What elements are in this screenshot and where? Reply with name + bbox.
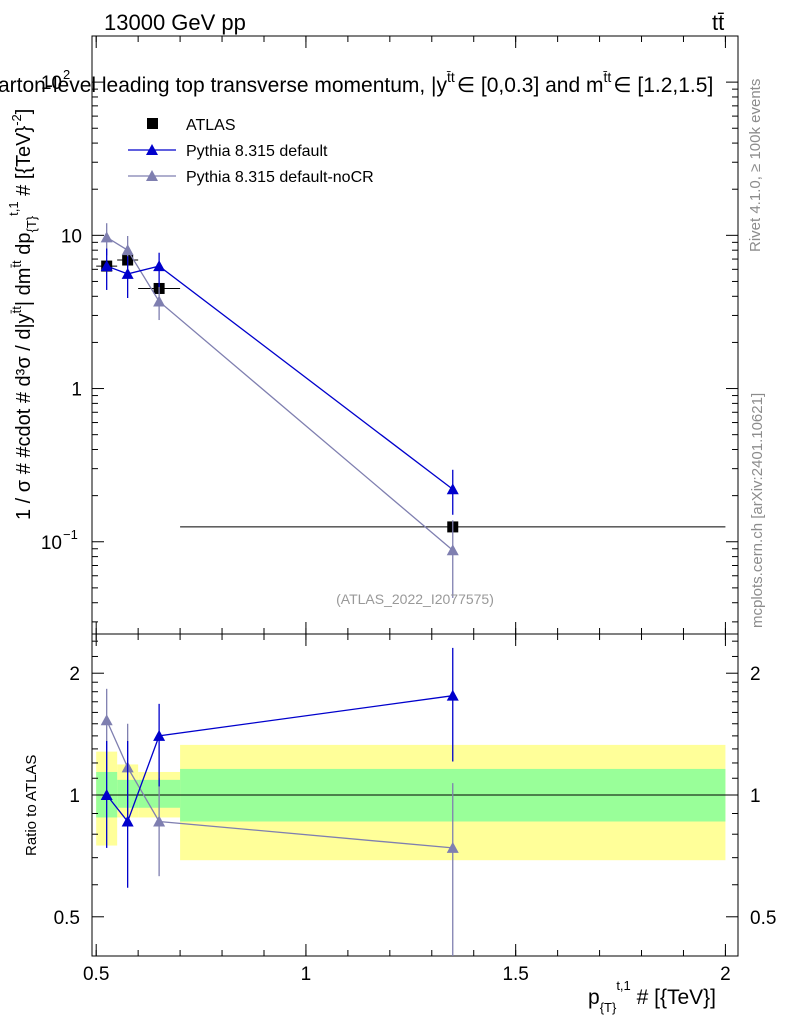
nocr-ratio-point xyxy=(100,714,113,726)
main-y-axis-label: 1 / σ # #cdot # d³σ / d|yt̄t| dmt̄t dp{T… xyxy=(6,109,39,520)
legend-nocr-label: Pythia 8.315 default-noCR xyxy=(186,169,374,186)
legend-atlas-label: ATLAS xyxy=(186,117,236,134)
nocr-ratio-point xyxy=(446,841,459,853)
main-y-tick-label: 10 xyxy=(61,226,82,247)
nocr-point xyxy=(121,244,134,256)
nocr-point xyxy=(100,231,113,243)
legend-default-label: Pythia 8.315 default xyxy=(186,143,328,160)
energy-label: 13000 GeV pp xyxy=(104,10,246,35)
default-line xyxy=(106,265,454,490)
nocr-point xyxy=(153,295,166,307)
ratio-y-tick-label: 0.5 xyxy=(54,908,80,929)
ratio-y-tick-label-right: 0.5 xyxy=(750,908,776,929)
main-y-tick-label: 10 xyxy=(41,533,62,554)
x-tick-label: 2 xyxy=(720,964,731,985)
legend-nocr-marker xyxy=(146,170,158,181)
x-tick-label: 1 xyxy=(301,964,312,985)
default-ratio-point xyxy=(446,689,459,701)
default-ratio-point xyxy=(121,815,134,827)
main-y-tick-label-exp: 2 xyxy=(63,67,70,82)
x-tick-label: 1.5 xyxy=(502,964,528,985)
analysis-id: (ATLAS_2022_I2077575) xyxy=(336,591,494,607)
ratio-y-axis-label: Ratio to ATLAS xyxy=(23,755,40,856)
default-point xyxy=(153,260,166,272)
main-y-tick-label: 1 xyxy=(71,380,82,401)
main-y-tick-label-exp: −1 xyxy=(63,527,78,542)
default-ratio-point xyxy=(153,729,166,741)
ratio-y-tick-label-right: 2 xyxy=(750,664,761,685)
ratio-y-tick-label: 1 xyxy=(69,786,80,807)
rivet-label: Rivet 4.1.0, ≥ 100k events xyxy=(747,79,764,252)
default-point xyxy=(100,260,113,272)
mcplots-label: mcplots.cern.ch [arXiv:2401.10621] xyxy=(749,393,766,628)
ratio-uncertainty-bands xyxy=(96,744,726,861)
ratio-y-tick-label: 2 xyxy=(69,664,80,685)
legend-atlas-marker xyxy=(147,118,158,129)
nocr-line xyxy=(106,236,454,551)
nocr-ratio-line xyxy=(106,720,453,849)
default-point xyxy=(446,483,459,495)
nocr-point xyxy=(446,544,459,556)
default-ratio-line xyxy=(106,695,453,823)
main-series-layer xyxy=(96,223,726,598)
x-tick-label: 0.5 xyxy=(83,964,109,985)
ratio-series-layer xyxy=(100,647,459,956)
main-y-tick-label: 10 xyxy=(41,73,62,94)
plot-title: arton-level leading top transverse momen… xyxy=(0,69,713,97)
nocr-ratio-point xyxy=(153,815,166,827)
legend-default-marker xyxy=(146,144,158,155)
x-axis-label: p{T}t,1 # [{TeV}] xyxy=(588,978,716,1015)
default-ratio-point xyxy=(100,789,113,800)
default-point xyxy=(121,267,134,279)
ratio-y-tick-label-right: 1 xyxy=(750,786,761,807)
process-label: tt̄ xyxy=(712,10,724,35)
legend: ATLAS Pythia 8.315 default Pythia 8.315 … xyxy=(128,117,374,186)
